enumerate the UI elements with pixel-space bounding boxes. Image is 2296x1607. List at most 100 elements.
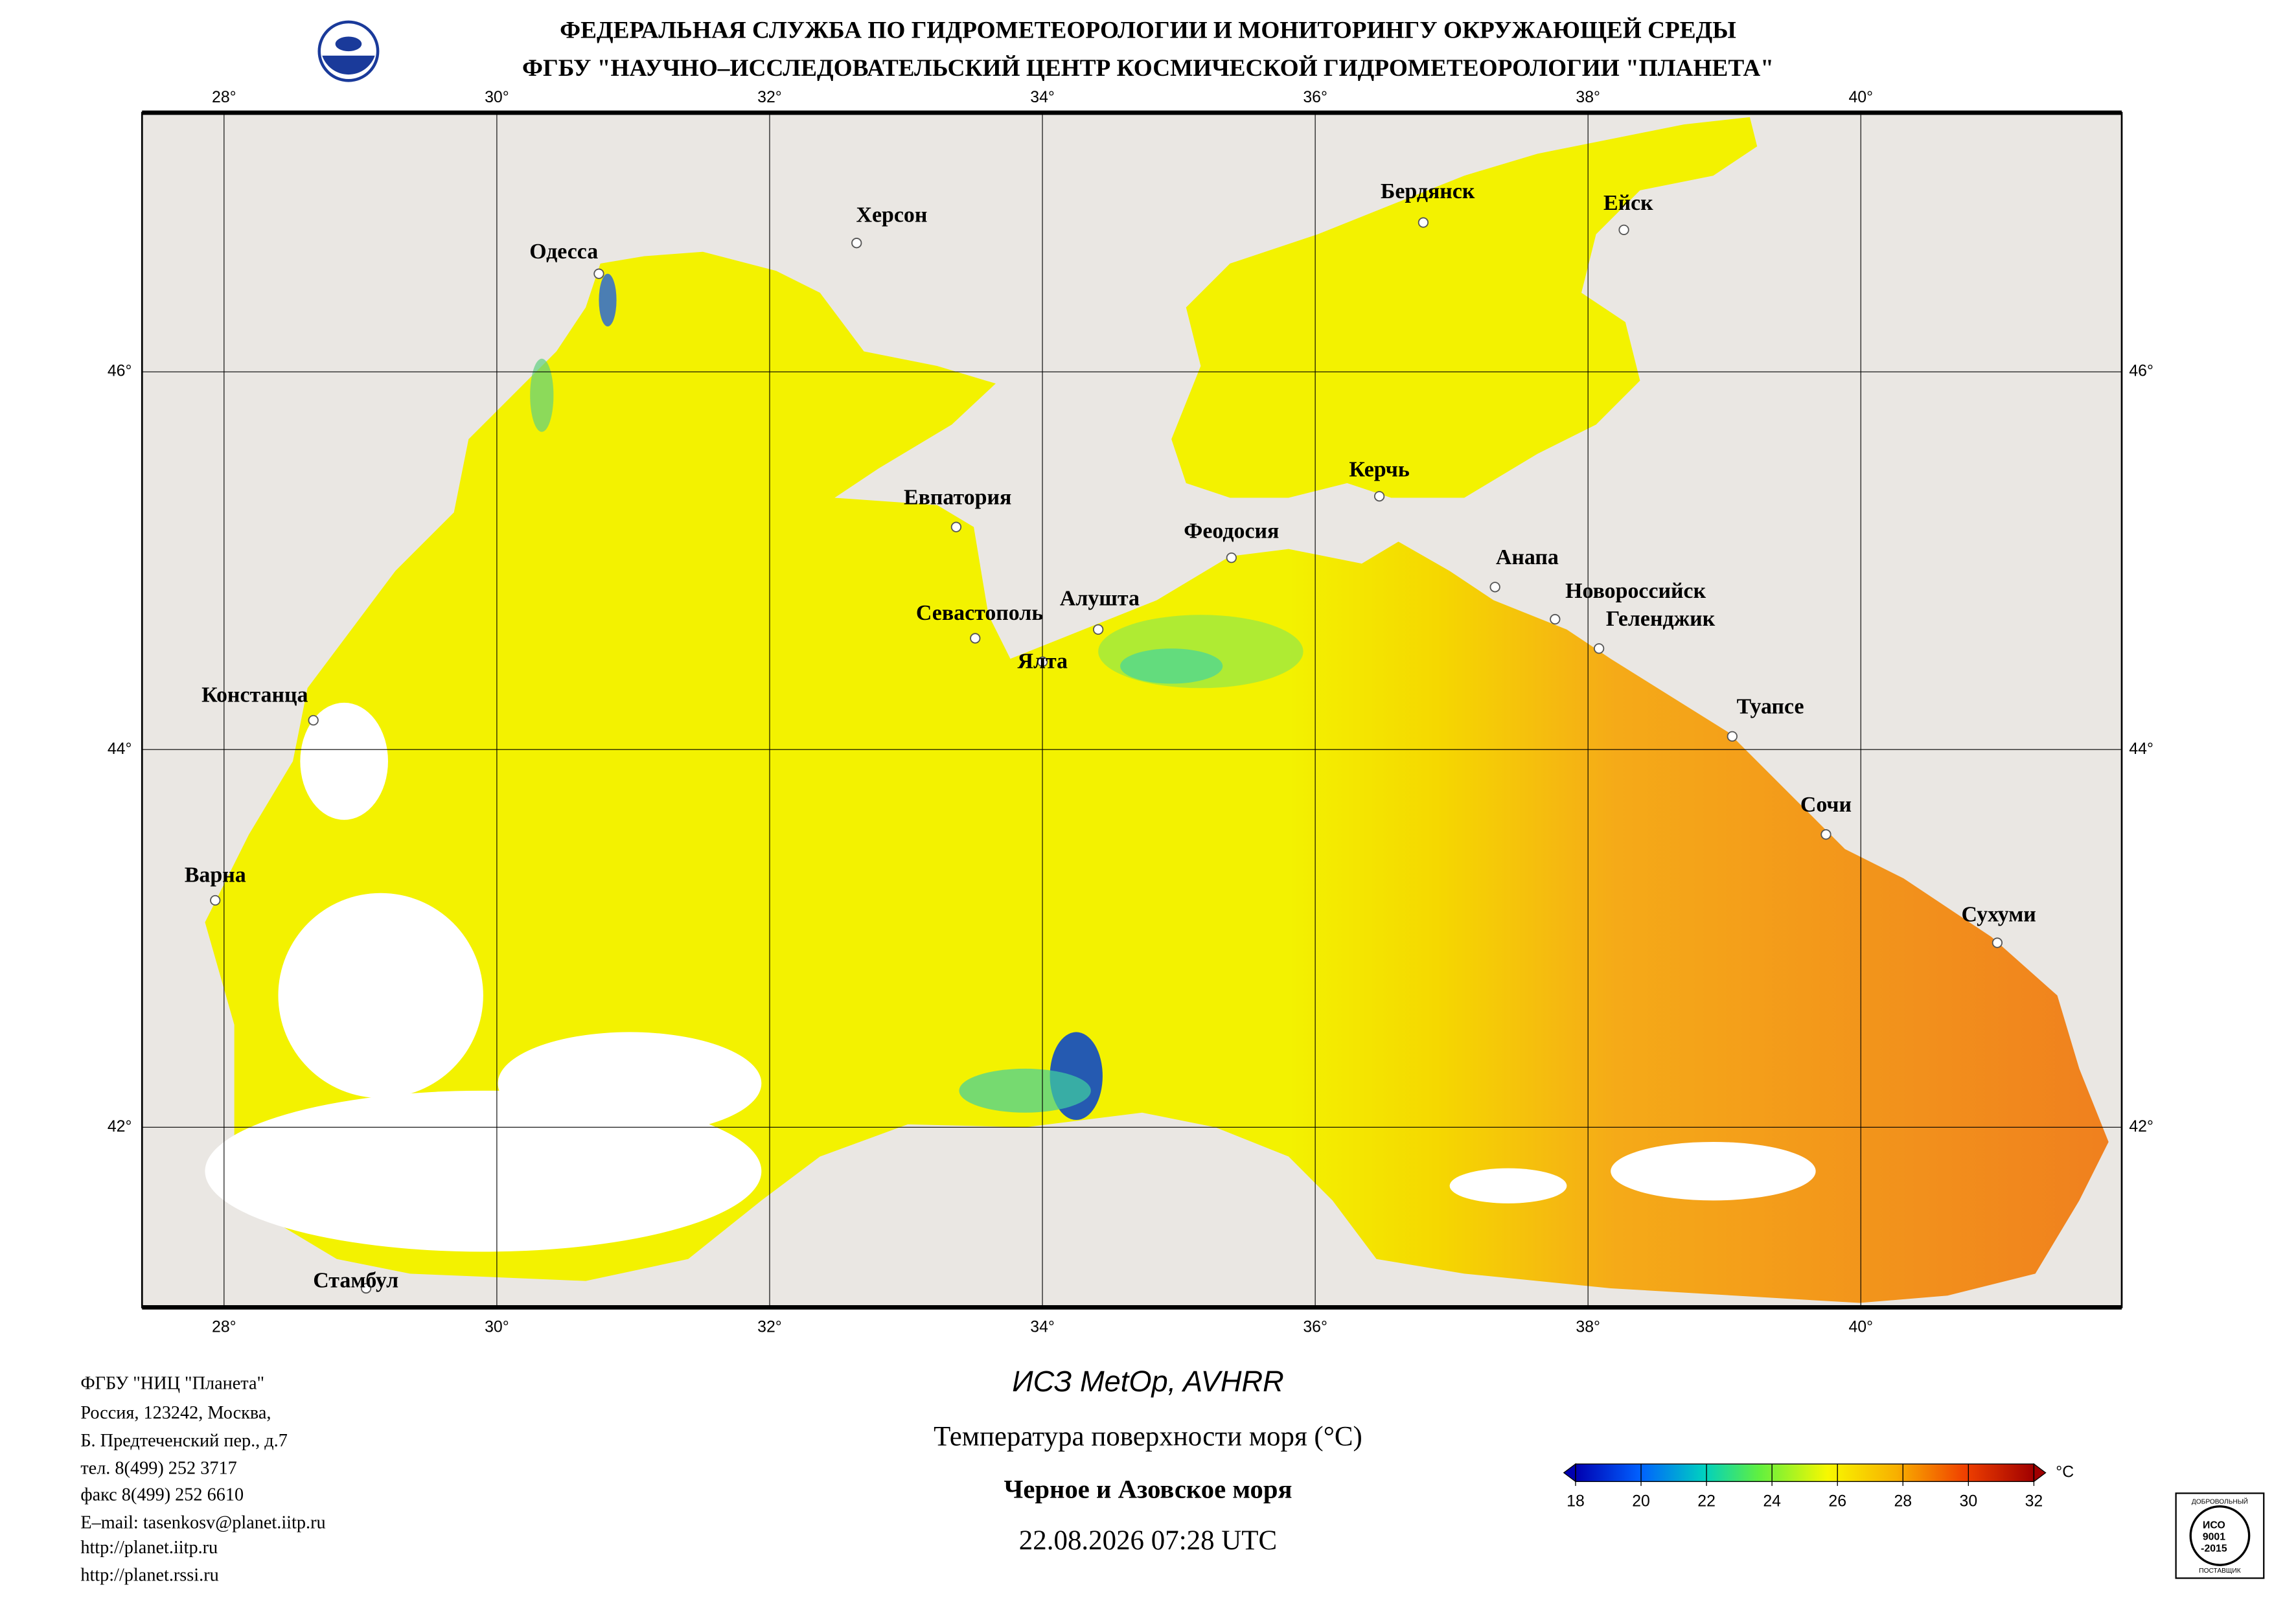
colorbar-low [1563, 1463, 1576, 1483]
colorbar-ramp [1575, 1463, 2035, 1482]
city-dot [1373, 491, 1385, 502]
city-dot [1226, 552, 1237, 564]
city-dot [308, 714, 319, 726]
city-dot [1618, 224, 1629, 235]
lon-label: 28° [212, 88, 236, 106]
clouds [205, 702, 1816, 1252]
lon-label: 28° [212, 1318, 236, 1336]
cert-text: -2015 [2201, 1543, 2227, 1554]
city-label: Керчь [1349, 458, 1409, 482]
city-label: Сочи [1800, 793, 1852, 817]
sea-of-azov [1171, 117, 1758, 498]
cert-text: ИСО [2203, 1520, 2225, 1531]
city-dot [1489, 582, 1500, 593]
city-label: Ейск [1603, 191, 1653, 215]
lon-label: 40° [1848, 1318, 1873, 1336]
colorbar-label: 32 [2025, 1492, 2043, 1510]
city-label: Херсон [856, 203, 928, 227]
lat-label: 42° [108, 1117, 132, 1135]
logo [317, 20, 380, 82]
city-label: Варна [185, 863, 246, 887]
city-dot [1093, 624, 1104, 635]
address-line: http://planet.iitp.ru [80, 1538, 218, 1558]
city-label: Феодосия [1184, 519, 1279, 543]
lat-label: 44° [108, 740, 132, 758]
lon-label: 30° [485, 88, 509, 106]
city-dot [1727, 731, 1738, 742]
cert-text: ПОСТАВЩИК [2199, 1567, 2240, 1575]
colorbar-high [2033, 1463, 2047, 1483]
map-ticks: 28° 28° 30° 30° 32° 32° 34° 34° 36° 36° 38° 38° 40° 4… [108, 88, 2153, 1336]
city-label: Евпатория [904, 486, 1011, 510]
city-label: Ялта [1018, 650, 1068, 674]
colorbar-label: 24 [1763, 1492, 1781, 1510]
colorbar-label: 18 [1567, 1492, 1585, 1510]
colorbar-label: 26 [1828, 1492, 1846, 1510]
lon-label: 32° [757, 1318, 782, 1336]
colorbar-label: 22 [1697, 1492, 1716, 1510]
colorbar-unit: °C [2056, 1463, 2074, 1481]
lon-label: 34° [1030, 88, 1055, 106]
city-label: Севастополь [916, 601, 1043, 625]
lon-label: 34° [1030, 1318, 1055, 1336]
city-label: Алушта [1060, 586, 1140, 610]
cert-text: 9001 [2203, 1531, 2225, 1542]
city-label: Геленджик [1606, 607, 1716, 631]
product: Температура поверхности моря (°C) [934, 1422, 1362, 1452]
city-label: Одесса [529, 240, 598, 264]
city-dot [851, 238, 862, 249]
lon-label: 38° [1576, 1318, 1600, 1336]
city-dot [1593, 643, 1605, 654]
city-dot [360, 1282, 372, 1294]
city-label: Стамбул [313, 1269, 398, 1293]
address-line: ФГБУ "НИЦ "Планета" [80, 1374, 264, 1394]
satellite: ИСЗ MetOp, AVHRR [1012, 1365, 1283, 1398]
colorbar-label: 28 [1894, 1492, 1912, 1510]
address: ФГБУ "НИЦ "Планета" Россия, 123242, Москв… [80, 1374, 325, 1586]
lon-label: 36° [1303, 88, 1327, 106]
address-line: http://planet.rssi.ru [80, 1566, 218, 1586]
address-line: тел. 8(499) 252 3717 [80, 1459, 236, 1479]
header-line: ФЕДЕРАЛЬНАЯ СЛУЖБА ПО ГИДРОМЕТЕОРОЛОГИИ … [560, 16, 1736, 43]
city-dot [1550, 613, 1561, 625]
certificate: ДОБРОВОЛЬНЫЙ ИСО 9001 -2015 ПОСТАВЩИК [2175, 1492, 2265, 1579]
city-dot [210, 895, 221, 906]
city-dot [1037, 656, 1048, 667]
graticule [142, 113, 2122, 1308]
city-dot [950, 521, 962, 532]
city-dot [1820, 829, 1831, 840]
city-dot [1992, 937, 2003, 948]
map-area [142, 113, 2122, 1308]
address-line: факс 8(499) 252 6610 [80, 1485, 244, 1505]
address-line: Россия, 123242, Москва, [80, 1403, 271, 1423]
header-line: ФГБУ "НАУЧНО–ИССЛЕДОВАТЕЛЬСКИЙ ЦЕНТР КОС… [522, 54, 1774, 82]
city-label: Новороссийск [1565, 579, 1706, 603]
city-label: Анапа [1496, 545, 1559, 569]
address-line: E–mail: tasenkosv@planet.iitp.ru [80, 1512, 325, 1533]
address-line: Б. Предтеченский пер., д.7 [80, 1431, 288, 1451]
lat-label: 44° [2129, 740, 2153, 758]
city-label: Сухуми [1961, 903, 2036, 927]
cool-water [530, 273, 1303, 1121]
region: Черное и Азовское моря [1004, 1474, 1292, 1503]
city-label: Бердянск [1381, 179, 1475, 203]
city-dot [593, 268, 604, 279]
lat-label: 46° [2129, 362, 2153, 380]
city-label: Туапсе [1737, 695, 1804, 719]
lon-label: 30° [485, 1318, 509, 1336]
lon-label: 40° [1848, 88, 1873, 106]
city-dot [970, 633, 981, 644]
cities: Одесса Херсон Бердянск Ейск Евпатория Керчь Фе… [185, 179, 2036, 1294]
lon-label: 36° [1303, 1318, 1327, 1336]
lat-label: 46° [108, 362, 132, 380]
lon-label: 38° [1576, 88, 1600, 106]
colorbar-label: 20 [1632, 1492, 1650, 1510]
lon-label: 32° [757, 88, 782, 106]
city-label: Констанца [201, 683, 308, 707]
datetime: 22.08.2026 07:28 UTC [1019, 1525, 1277, 1556]
cert-text: ДОБРОВОЛЬНЫЙ [2192, 1498, 2248, 1506]
city-dot [1418, 217, 1429, 228]
colorbar: 18 20 22 24 26 28 30 32 °C [1563, 1463, 2074, 1510]
colorbar-label: 30 [1960, 1492, 1978, 1510]
